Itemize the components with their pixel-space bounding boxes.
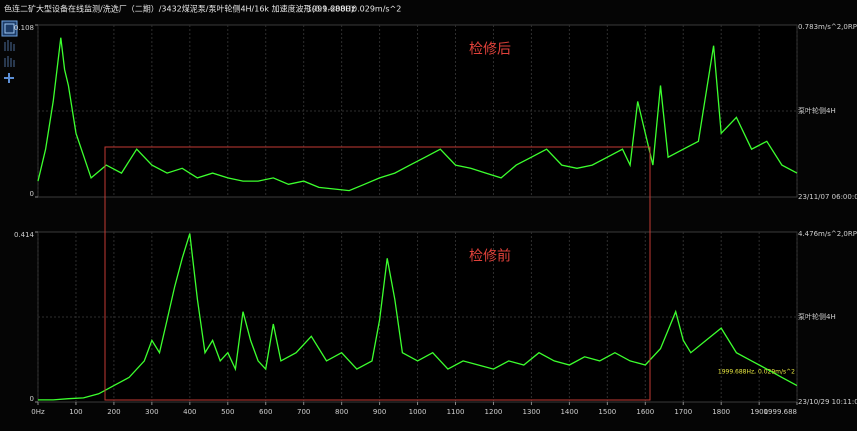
x-tick-label: 200 xyxy=(107,408,120,416)
x-tick-label: 1500 xyxy=(598,408,616,416)
spectrum-line xyxy=(37,37,798,192)
x-tick-label: 1100 xyxy=(447,408,465,416)
y-tick-label: 0.108 xyxy=(14,24,34,32)
x-tick-label: 300 xyxy=(145,408,158,416)
rms-label: 0.783m/s^2,0RPM xyxy=(798,23,857,31)
x-tick-label: 1200 xyxy=(485,408,503,416)
x-tick-label: 800 xyxy=(335,408,348,416)
x-tick-label: 600 xyxy=(259,408,272,416)
panel-annotation: 检修前 xyxy=(469,247,511,264)
x-tick-label: 1600 xyxy=(636,408,654,416)
sideband-tool[interactable] xyxy=(4,56,15,67)
x-tick-label: 1900 xyxy=(750,408,768,416)
zoom-tool[interactable] xyxy=(4,73,14,83)
y-tick-label: 0 xyxy=(30,190,34,198)
spectrum-line xyxy=(38,233,798,401)
panel-annotation: 检修后 xyxy=(469,42,511,58)
x-tick-label: 1300 xyxy=(523,408,541,416)
cursor-label: 1999.688Hz, 0.029m/s^2 xyxy=(718,369,795,376)
rms-label: 4.476m/s^2,0RPM xyxy=(798,230,857,238)
channel-label: 泵叶轮侧4H xyxy=(798,106,836,115)
harmonic-tool[interactable] xyxy=(4,40,15,51)
y-tick-label: 0 xyxy=(30,395,34,403)
x-tick-label: 1700 xyxy=(674,408,692,416)
x-tick-label: 700 xyxy=(297,408,310,416)
cursor-value: 0.029m/s^2 xyxy=(352,5,401,14)
x-tick-label: 1999.688 xyxy=(764,408,797,416)
x-tick-label: 500 xyxy=(221,408,234,416)
x-tick-label: 1400 xyxy=(560,408,578,416)
highlight-box xyxy=(104,146,651,401)
timestamp-label: 23/11/07 06:00:00 xyxy=(798,193,857,201)
x-tick-label: 400 xyxy=(183,408,196,416)
cursor-icon xyxy=(4,23,15,34)
x-tick-label: 1000 xyxy=(409,408,427,416)
toolbar xyxy=(1,20,18,83)
x-tick-label: 100 xyxy=(69,408,82,416)
plot-panel: 0 0.108 检修后 0.783m/s^2,0RPM 泵叶轮侧4H 23/11/07 0… xyxy=(14,23,857,201)
plot-panel: 0 0.414 检修前 4.476m/s^2,0RPM 泵叶轮侧4H 23/10/29 1… xyxy=(14,230,857,416)
timestamp-label: 23/10/29 10:11:03 xyxy=(798,398,857,406)
cursor-freq: 1999.688Hz xyxy=(307,5,355,14)
y-tick-label: 0.414 xyxy=(14,231,35,239)
cursor-tool[interactable] xyxy=(1,20,18,37)
x-tick-label: 0Hz xyxy=(31,408,45,416)
x-tick-label: 1800 xyxy=(712,408,730,416)
channel-path: 色连二矿大型设备在线监测/洗选厂（二期）/3432煤泥泵/泵叶轮侧4H/16k … xyxy=(4,4,354,14)
x-tick-label: 900 xyxy=(373,408,386,416)
channel-label: 泵叶轮侧4H xyxy=(798,312,836,321)
